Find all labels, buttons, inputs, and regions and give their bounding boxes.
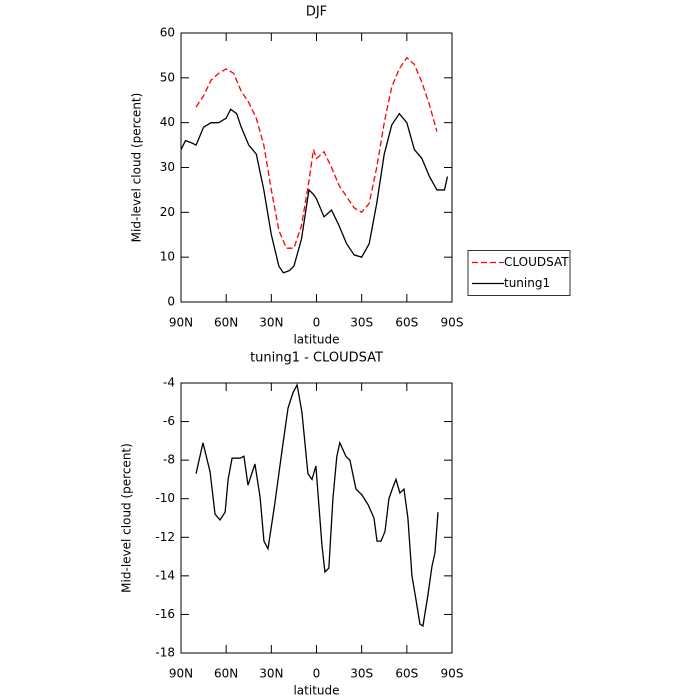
x-tick-label: 0	[313, 316, 321, 330]
y-tick-label: -8	[163, 453, 175, 467]
plot-frame	[180, 32, 453, 303]
x-tick-label: 90N	[169, 316, 193, 330]
legend-label: CLOUDSAT	[504, 255, 569, 269]
y-tick-label: -4	[163, 376, 175, 390]
x-tick-label: 30S	[350, 667, 373, 681]
y-tick-label: 50	[160, 70, 175, 84]
x-tick-label: 60S	[395, 667, 418, 681]
y-axis-label: Mid-level cloud (percent)	[130, 93, 144, 243]
plot-frame	[180, 382, 453, 654]
x-tick-label: 90S	[441, 316, 464, 330]
chart-title: tuning1 - CLOUDSAT	[250, 351, 383, 366]
y-tick-label: -6	[163, 414, 175, 428]
y-tick-label: 20	[160, 205, 175, 219]
x-tick-label: 30S	[350, 316, 373, 330]
y-tick-label: -16	[155, 607, 175, 621]
y-tick-label: -14	[155, 568, 175, 582]
y-tick-label: 0	[167, 295, 175, 309]
y-axis-label: Mid-level cloud (percent)	[120, 443, 134, 593]
y-tick-label: 30	[160, 160, 175, 174]
series-line	[195, 382, 439, 628]
x-tick-label: 60N	[214, 667, 238, 681]
x-axis-label: latitude	[293, 333, 339, 347]
series-line	[195, 56, 438, 249]
x-tick-label: 90S	[441, 667, 464, 681]
x-tick-label: 0	[313, 667, 321, 681]
x-tick-label: 30N	[259, 316, 283, 330]
chart-title: DJF	[306, 5, 327, 20]
legend-label: tuning1	[504, 276, 550, 290]
y-tick-label: 60	[160, 26, 175, 40]
x-tick-label: 60N	[214, 316, 238, 330]
x-tick-label: 60S	[395, 316, 418, 330]
y-tick-label: -12	[155, 530, 175, 544]
legend-box	[467, 250, 571, 296]
x-tick-label: 90N	[169, 667, 193, 681]
y-tick-label: 40	[160, 115, 175, 129]
series-line	[180, 108, 449, 274]
x-axis-label: latitude	[293, 684, 339, 698]
y-tick-label: -18	[155, 646, 175, 660]
y-tick-label: 10	[160, 250, 175, 264]
x-tick-label: 30N	[259, 667, 283, 681]
y-tick-label: -10	[155, 491, 175, 505]
